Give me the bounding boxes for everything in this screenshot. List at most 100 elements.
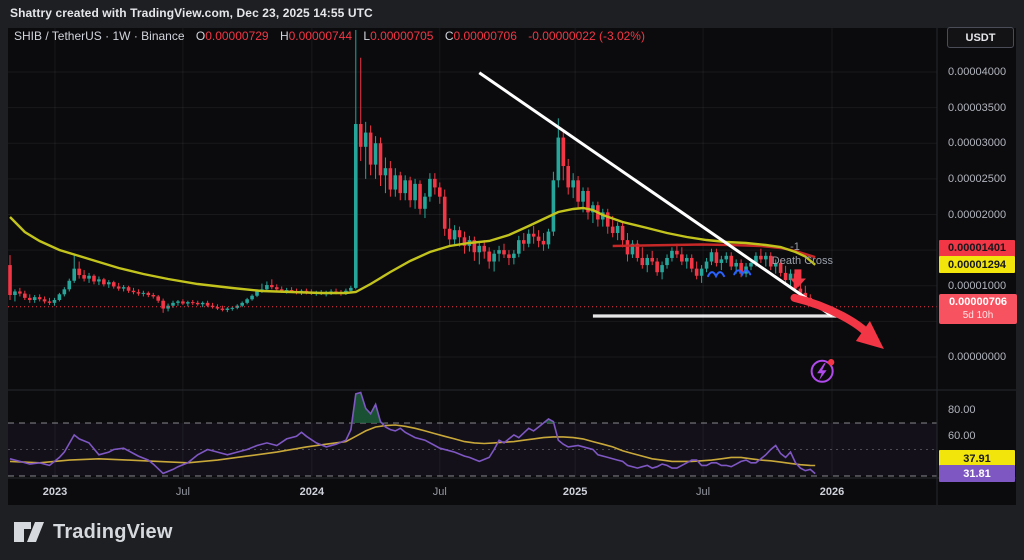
- candle-body: [680, 254, 684, 262]
- candle-body: [640, 257, 645, 266]
- candle-body: [373, 143, 378, 165]
- symbol-title[interactable]: SHIB / TetherUS · 1W · Binance: [14, 29, 185, 43]
- candle-body: [433, 178, 437, 188]
- rsi-tick-label: 80.00: [948, 403, 976, 416]
- candle-body: [492, 253, 496, 262]
- rsi-badge: 31.81: [939, 465, 1015, 483]
- open-value: 0.00000729: [205, 29, 269, 43]
- candle-body: [52, 300, 57, 303]
- candle-body: [393, 175, 398, 190]
- candle-body: [57, 294, 62, 300]
- candle-body: [675, 250, 679, 255]
- tradingview-logo-icon: [14, 522, 44, 542]
- candle-body: [67, 280, 72, 290]
- symbol-row[interactable]: SHIB / TetherUS · 1W · Binance O0.000007…: [14, 29, 645, 43]
- change-value: -0.00000022 (-3.02%): [528, 29, 645, 43]
- candle-body: [724, 255, 729, 260]
- candle-body: [714, 252, 719, 263]
- candle-body: [571, 180, 575, 188]
- death-cross-label: Death Cross: [771, 255, 833, 268]
- candle-body: [526, 233, 531, 244]
- candle-body: [660, 265, 664, 273]
- candle-body: [759, 255, 763, 260]
- candle-body: [82, 275, 86, 279]
- candle-body: [77, 268, 81, 276]
- candle-body: [684, 257, 689, 262]
- current-price-text: 0.00000706: [948, 295, 1008, 308]
- rsi-line: [9, 391, 816, 475]
- flash-notification-dot: [827, 359, 835, 366]
- candle-body: [181, 301, 185, 304]
- candle-body: [576, 180, 580, 202]
- candle-body: [349, 287, 353, 291]
- candle-body: [403, 180, 407, 194]
- candle-body: [279, 289, 284, 291]
- candle-body: [274, 287, 279, 290]
- candle-body: [635, 243, 640, 258]
- candle-body: [694, 268, 699, 276]
- candle-body: [477, 245, 482, 253]
- candle-body: [289, 290, 294, 292]
- candle-body: [457, 230, 462, 238]
- candle-body: [47, 301, 52, 303]
- price-tick-label: 0.00001000: [948, 279, 1007, 292]
- chart-widget[interactable]: [8, 28, 1016, 505]
- candle-body: [72, 268, 77, 281]
- low-value: 0.00000705: [370, 29, 434, 43]
- candle-body: [773, 262, 778, 267]
- candle-body: [620, 225, 625, 241]
- candle-body: [625, 240, 630, 255]
- candle-body: [250, 295, 254, 300]
- candle-body: [497, 250, 501, 254]
- close-label: C: [444, 29, 454, 43]
- price-tick-label: 0.00002500: [948, 172, 1007, 185]
- candle-body: [270, 285, 274, 288]
- candle-body: [176, 301, 180, 303]
- candle-body: [798, 288, 803, 293]
- ma-red-line: [612, 243, 816, 259]
- candle-body: [689, 257, 694, 269]
- candle-body: [102, 279, 106, 285]
- candle-body: [512, 253, 516, 258]
- bottom-bar: TradingView: [0, 505, 1024, 560]
- currency-toggle-button[interactable]: USDT: [947, 27, 1014, 48]
- flash-icon[interactable]: [810, 359, 834, 383]
- candle-body: [131, 290, 136, 293]
- candle-body: [161, 300, 165, 309]
- time-tick-label: Jul: [175, 486, 190, 498]
- candle-body: [8, 265, 12, 296]
- candle-body: [764, 255, 768, 260]
- candle-body: [151, 295, 156, 297]
- time-tick-label: Jul: [432, 486, 447, 498]
- candle-body: [215, 307, 220, 309]
- candle-body: [650, 257, 654, 262]
- candle-body: [670, 250, 674, 258]
- candle-body: [255, 290, 259, 296]
- candle-body: [581, 190, 585, 202]
- candle-body: [610, 226, 615, 234]
- current-price-badge: 0.00000706 5d 10h: [939, 293, 1017, 324]
- minus-one-label: -1: [790, 241, 800, 254]
- candle-body: [146, 292, 151, 296]
- tradingview-logo[interactable]: TradingView: [14, 519, 173, 545]
- rsi-ma-line: [9, 424, 816, 467]
- rsi-tick-label: 60.00: [948, 430, 976, 443]
- rsi-band: [8, 423, 937, 476]
- candle-body: [655, 261, 659, 273]
- price-badge: 0.00001401: [939, 239, 1015, 257]
- candle-body: [62, 289, 67, 295]
- candle-body: [87, 275, 91, 279]
- candle-body: [230, 307, 235, 309]
- candle-body: [768, 255, 773, 267]
- trendline-diagonal[interactable]: [478, 71, 833, 318]
- candle-body: [363, 132, 368, 147]
- candle-body: [437, 187, 442, 197]
- candle-body: [398, 175, 403, 194]
- candle-body: [225, 308, 230, 310]
- candle-body: [551, 180, 556, 232]
- price-badge: 0.00001294: [939, 256, 1015, 274]
- candle-body: [27, 297, 32, 300]
- low-label: L: [363, 29, 371, 43]
- blue-squiggle-mark: [733, 269, 752, 277]
